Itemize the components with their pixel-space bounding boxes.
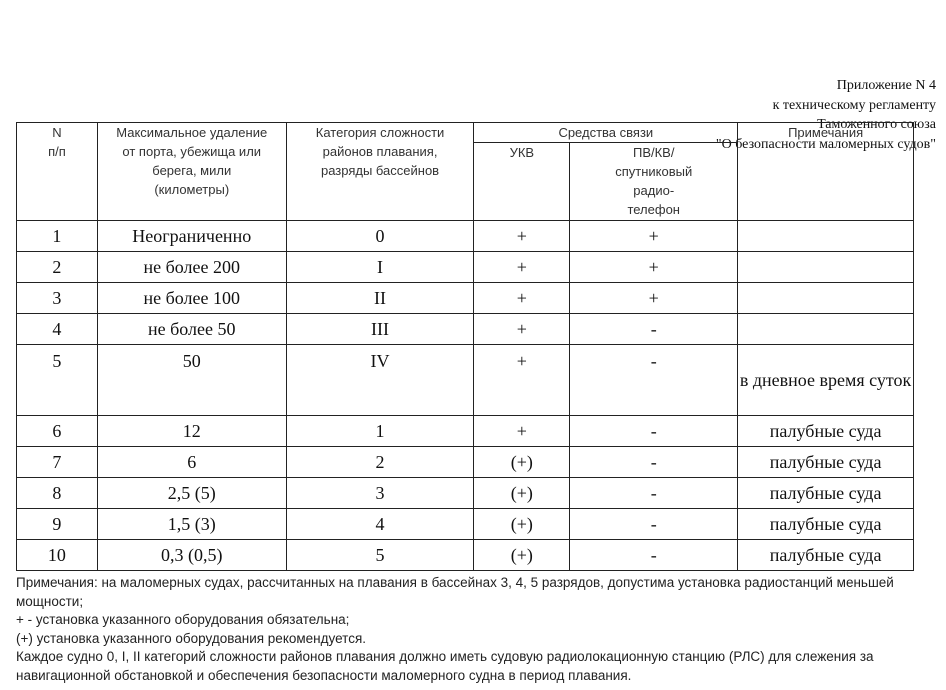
table-row: 8 2,5 (5) 3 (+) - палубные суда	[16, 477, 914, 509]
table-row: 10 0,3 (0,5) 5 (+) - палубные суда	[16, 539, 914, 571]
header-line: Приложение N 4	[836, 78, 936, 93]
cell-row-number: 5	[16, 344, 98, 416]
cell-note	[737, 313, 914, 345]
table-row: 6 12 1 + - палубные суда	[16, 415, 914, 447]
cell-row-number: 8	[16, 477, 98, 509]
cell-hf-satellite: -	[569, 415, 739, 447]
cell-hf-satellite: -	[569, 446, 739, 478]
communication-table: N п/п Максимальное удаление от порта, уб…	[16, 122, 914, 571]
table-row: 4 не более 50 III + -	[16, 313, 914, 345]
cell-distance: 50	[96, 344, 287, 416]
cell-row-number: 10	[16, 539, 98, 571]
cell-vhf: +	[473, 344, 571, 416]
cell-row-number: 6	[16, 415, 98, 447]
cell-row-number: 1	[16, 220, 98, 252]
cell-row-number: 2	[16, 251, 98, 283]
table-body: 1 Неограниченно 0 + +2 не более 200 I + +3 не бол…	[16, 220, 914, 571]
cell-category: 4	[285, 508, 475, 540]
table-row: 2 не более 200 I + +	[16, 251, 914, 283]
cell-category: 5	[285, 539, 475, 571]
cell-hf-satellite: -	[569, 539, 739, 571]
notes-section: Примечания: на маломерных судах, рассчит…	[16, 574, 941, 685]
cell-note: палубные суда	[737, 477, 914, 509]
table-row: 5 50 IV + - в дневное время суток	[16, 344, 914, 416]
cell-distance: не более 50	[96, 313, 287, 345]
cell-vhf: +	[473, 415, 571, 447]
cell-vhf: (+)	[473, 508, 571, 540]
cell-note: палубные суда	[737, 446, 914, 478]
cell-hf-satellite: -	[569, 508, 739, 540]
cell-vhf: +	[473, 251, 571, 283]
cell-row-number: 9	[16, 508, 98, 540]
cell-distance: 1,5 (3)	[96, 508, 287, 540]
cell-note: палубные суда	[737, 415, 914, 447]
cell-hf-satellite: +	[569, 251, 739, 283]
table-row: 1 Неограниченно 0 + +	[16, 220, 914, 252]
note-line: Примечания: на маломерных судах, рассчит…	[16, 575, 894, 609]
header-distance: Максимальное удаление от порта, убежища …	[96, 122, 287, 221]
header-communication: Средства связи	[473, 122, 739, 143]
cell-category: 2	[285, 446, 475, 478]
cell-category: 3	[285, 477, 475, 509]
header-vhf: УКВ	[473, 142, 571, 221]
cell-category: II	[285, 282, 475, 314]
cell-row-number: 4	[16, 313, 98, 345]
cell-hf-satellite: +	[569, 220, 739, 252]
cell-note: в дневное время суток	[737, 344, 914, 416]
cell-row-number: 7	[16, 446, 98, 478]
cell-note	[737, 220, 914, 252]
cell-distance: 2,5 (5)	[96, 477, 287, 509]
cell-vhf: (+)	[473, 477, 571, 509]
cell-hf-satellite: -	[569, 313, 739, 345]
header-notes: Примечания	[737, 122, 914, 221]
cell-note	[737, 251, 914, 283]
cell-note: палубные суда	[737, 508, 914, 540]
cell-distance: 12	[96, 415, 287, 447]
cell-distance: Неограниченно	[96, 220, 287, 252]
cell-vhf: (+)	[473, 539, 571, 571]
note-line: + - установка указанного оборудования об…	[16, 612, 350, 627]
table-row: 3 не более 100 II + +	[16, 282, 914, 314]
table-row: 9 1,5 (3) 4 (+) - палубные суда	[16, 508, 914, 540]
cell-hf-satellite: -	[569, 477, 739, 509]
cell-hf-satellite: -	[569, 344, 739, 416]
cell-row-number: 3	[16, 282, 98, 314]
cell-note	[737, 282, 914, 314]
cell-category: I	[285, 251, 475, 283]
cell-category: III	[285, 313, 475, 345]
cell-hf-satellite: +	[569, 282, 739, 314]
cell-category: IV	[285, 344, 475, 416]
cell-distance: 6	[96, 446, 287, 478]
table-row: 7 6 2 (+) - палубные суда	[16, 446, 914, 478]
cell-distance: не более 100	[96, 282, 287, 314]
cell-note: палубные суда	[737, 539, 914, 571]
header-line: к техническому регламенту	[772, 97, 936, 113]
cell-vhf: +	[473, 313, 571, 345]
cell-vhf: +	[473, 220, 571, 252]
header-category: Категория сложности районов плавания, ра…	[285, 122, 475, 221]
cell-distance: не более 200	[96, 251, 287, 283]
cell-distance: 0,3 (0,5)	[96, 539, 287, 571]
cell-category: 1	[285, 415, 475, 447]
cell-vhf: +	[473, 282, 571, 314]
note-line: (+) установка указанного оборудования ре…	[16, 630, 367, 646]
cell-category: 0	[285, 220, 475, 252]
header-number: N п/п	[16, 122, 98, 221]
cell-vhf: (+)	[473, 446, 571, 478]
note-line: Каждое судно 0, I, II категорий сложност…	[16, 649, 874, 683]
header-hf-satellite: ПВ/КВ/ спутниковый радио- телефон	[569, 142, 739, 221]
